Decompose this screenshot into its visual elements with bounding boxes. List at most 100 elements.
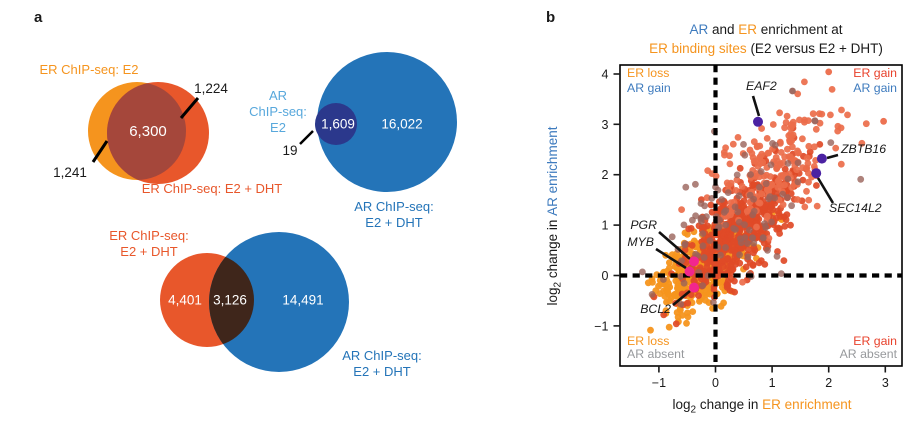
scatter-point — [801, 78, 808, 86]
scatter-point — [660, 276, 667, 283]
scatter-point — [773, 253, 781, 260]
scatter-point — [754, 163, 762, 170]
scatter-point — [762, 223, 770, 231]
scatter-point — [718, 196, 726, 203]
scatter-point — [784, 194, 791, 201]
scatter-point — [794, 178, 802, 186]
gene-point-BCL2 — [689, 282, 699, 293]
venn3-left-only-count: 4,401 — [168, 293, 202, 308]
scatter-point — [748, 150, 756, 157]
scatter-point — [818, 110, 826, 118]
scatter-point — [675, 285, 683, 293]
scatter-point — [721, 151, 728, 159]
scatter-point — [758, 125, 765, 132]
venn2-big-label-line1: AR ChIP-seq: — [354, 199, 433, 214]
scatter-point — [732, 187, 740, 194]
scatter-point — [707, 201, 715, 209]
scatter-point — [781, 165, 789, 173]
gene-leader-line — [816, 177, 835, 204]
scatter-point — [717, 251, 724, 259]
scatter-point — [756, 199, 764, 207]
gene-leader-line — [672, 289, 691, 307]
scatter-point — [828, 86, 836, 93]
venn3-right-only-count: 14,491 — [282, 293, 323, 308]
scatter-point — [799, 135, 806, 143]
scatter-point — [687, 225, 695, 232]
scatter-point — [761, 261, 769, 268]
scatter-point — [717, 302, 725, 310]
quadrant-label-br-ar: AR absent — [840, 347, 898, 361]
scatter-point — [813, 202, 821, 210]
scatter-point — [665, 323, 673, 331]
scatter-point — [727, 232, 735, 239]
scatter-point — [677, 300, 685, 308]
scatter-point — [647, 326, 654, 334]
x-tick-label: 1 — [769, 376, 776, 390]
scatter-point — [816, 141, 824, 148]
scatter-point — [812, 125, 820, 133]
scatter-point — [731, 203, 739, 211]
scatter-point — [680, 279, 688, 287]
scatter-point — [787, 121, 795, 129]
y-tick-label: 1 — [602, 219, 609, 233]
scatter-point — [736, 259, 744, 267]
scatter-point — [724, 255, 732, 262]
scatter-point — [692, 212, 699, 220]
venn2-small-label-line2: ChIP-seq: — [249, 104, 307, 119]
venn1-left-leader-line — [91, 140, 109, 163]
scatter-point — [794, 196, 801, 203]
y-tick-label: 3 — [602, 118, 609, 132]
scatter-point — [749, 261, 757, 268]
scatter-point — [692, 180, 699, 188]
scatter-point — [779, 190, 787, 198]
scatter-point — [697, 200, 705, 207]
scatter-point — [805, 196, 813, 204]
scatter-point — [750, 249, 757, 257]
scatter-point — [655, 282, 662, 290]
scatter-point — [777, 149, 785, 156]
gene-label-EAF2: EAF2 — [746, 79, 777, 93]
quadrant-label-tr-ar: AR gain — [853, 81, 897, 95]
scatter-point — [781, 124, 788, 132]
scatter-point — [880, 117, 887, 125]
scatter-point — [767, 161, 775, 169]
scatter-point — [762, 180, 770, 188]
scatter-point — [794, 147, 801, 155]
scatter-point — [740, 141, 747, 148]
scatter-point — [781, 181, 788, 189]
panel-b-label: b — [546, 9, 555, 26]
scatter-point — [661, 292, 669, 300]
plot-frame — [619, 64, 903, 367]
scatter-point — [781, 222, 789, 230]
scatter-point — [760, 204, 768, 211]
scatter-point — [740, 197, 748, 205]
scatter-point — [722, 221, 730, 229]
scatter-point — [753, 223, 760, 231]
scatter-point — [754, 233, 762, 241]
scatter-point — [769, 140, 776, 147]
scatter-point — [783, 112, 791, 120]
venn1-right-only-count: 1,224 — [194, 81, 228, 96]
gene-point-PGR — [689, 256, 699, 267]
scatter-point — [766, 173, 774, 180]
scatter-point — [692, 250, 699, 258]
panel-b: b AR and ER enrichment at ER binding sit… — [545, 9, 903, 416]
quadrant-label-bl-ar: AR absent — [627, 347, 685, 361]
scatter-point — [775, 176, 783, 184]
quadrant-label-bl-er: ER loss — [627, 334, 669, 348]
venn2-small-leader-line — [299, 130, 314, 145]
venn2-big-only-count: 16,022 — [381, 117, 422, 132]
scatter-point — [666, 259, 673, 266]
scatter-point — [796, 116, 803, 124]
scatter-point — [765, 149, 772, 157]
x-axis-label: log2 change in ER enrichment — [673, 397, 852, 416]
scatter-point — [668, 233, 676, 241]
scatter-point — [788, 202, 795, 210]
scatter-point — [784, 175, 792, 183]
scatter-point — [780, 257, 788, 264]
scatter-point — [809, 110, 817, 118]
scatter-point — [665, 280, 673, 287]
scatter-point — [803, 154, 811, 162]
venn3-overlap-count: 3,126 — [213, 293, 247, 308]
venn-ar-e2-vs-e2dht: AR ChIP-seq: E2 19 1,609 16,022 AR ChIP-… — [249, 52, 457, 230]
